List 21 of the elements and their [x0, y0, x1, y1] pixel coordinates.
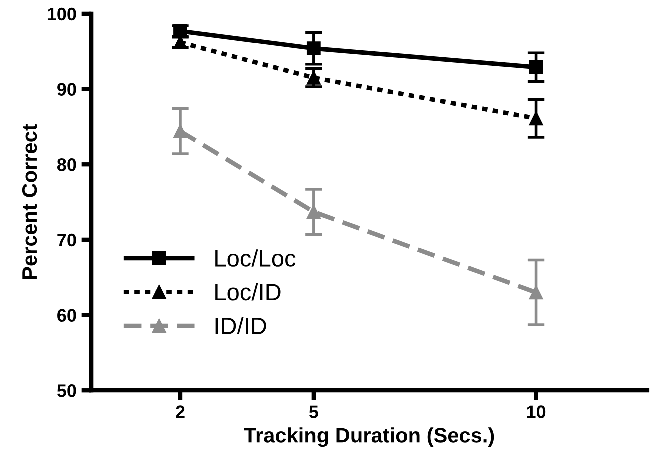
y-tick-label: 100 — [48, 8, 76, 21]
point — [306, 71, 321, 85]
x-tick-label: 2 — [176, 406, 185, 418]
point — [306, 42, 321, 56]
y-tick-label: 60 — [58, 309, 76, 322]
legend-label: Loc/Loc — [216, 250, 296, 267]
y-tick-label: 50 — [57, 384, 76, 398]
x-tick-label: 10 — [527, 406, 546, 418]
point — [529, 60, 544, 74]
legend-label: Loc/ID — [216, 283, 281, 301]
point — [529, 286, 544, 300]
x-tick-label: 5 — [309, 406, 318, 418]
point — [306, 205, 321, 220]
x-axis-title: Tracking Duration (Secs.) — [244, 428, 494, 448]
point — [174, 124, 188, 138]
y-tick-label: 70 — [58, 234, 76, 247]
legend-label: ID/ID — [216, 317, 266, 335]
y-tick-label: 80 — [57, 158, 76, 172]
y-axis-title: Percent Correct — [22, 124, 38, 280]
y-tick-label: 90 — [58, 83, 76, 96]
point — [529, 112, 544, 126]
